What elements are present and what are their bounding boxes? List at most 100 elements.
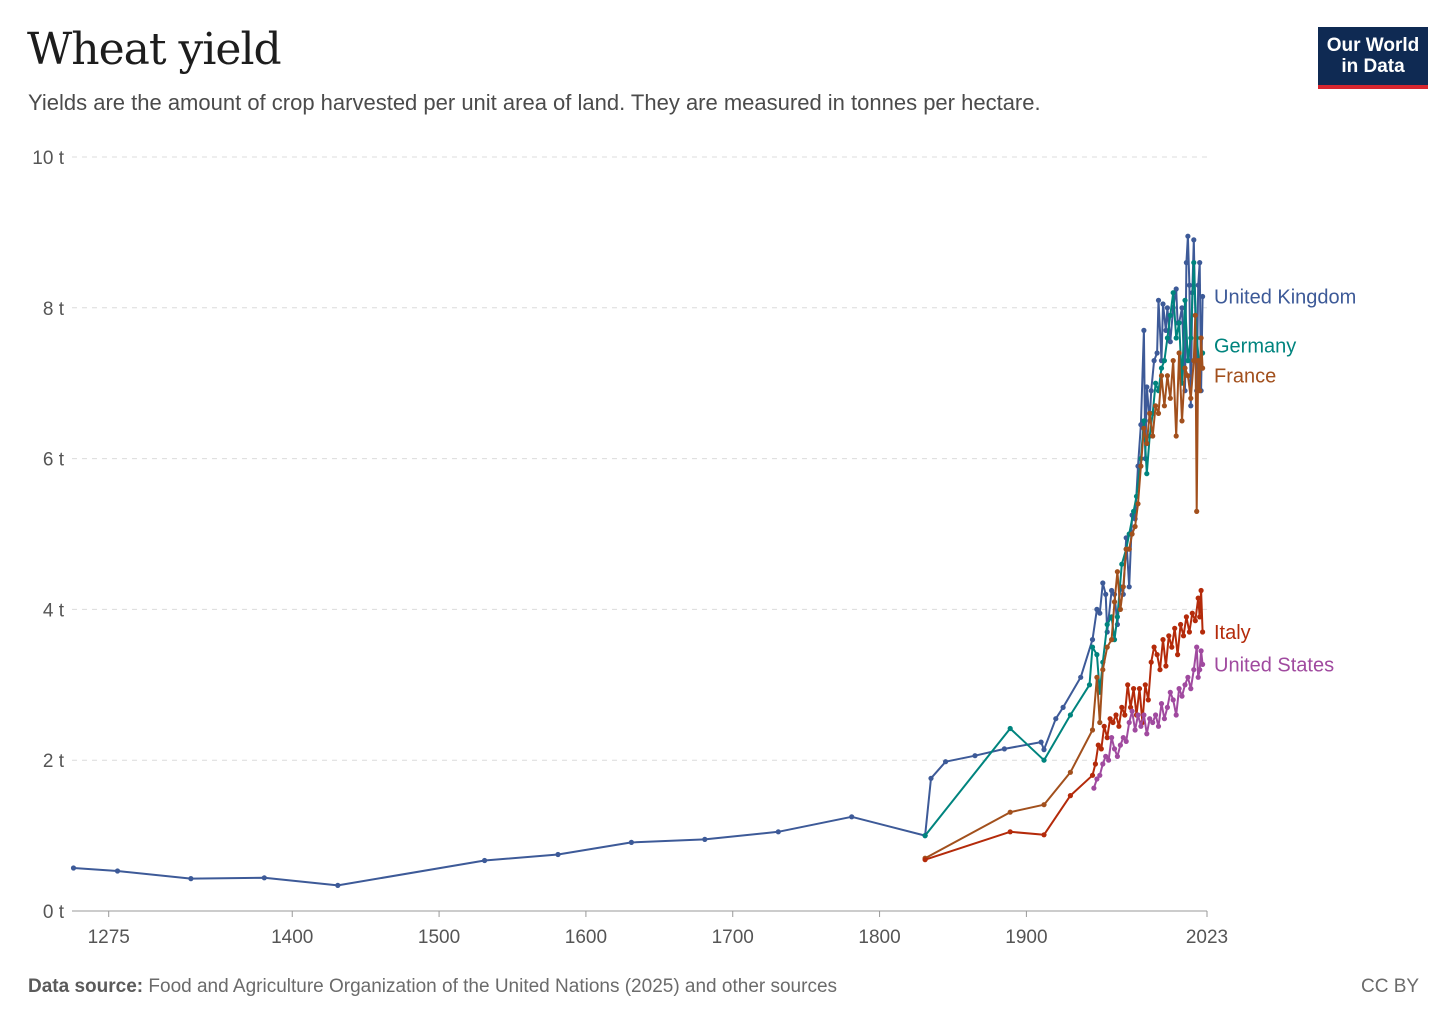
data-point[interactable] <box>1148 659 1154 665</box>
data-point[interactable] <box>1197 614 1203 620</box>
data-point[interactable] <box>1197 260 1203 266</box>
data-point[interactable] <box>1200 293 1206 300</box>
data-point[interactable] <box>1007 829 1013 835</box>
data-point[interactable] <box>1097 610 1103 616</box>
series-labels[interactable]: United Kingdom Germany France Italy United S… <box>1214 286 1356 676</box>
data-point[interactable] <box>1175 652 1181 658</box>
data-point[interactable] <box>1167 395 1173 401</box>
data-point[interactable] <box>1041 832 1047 838</box>
data-point[interactable] <box>1194 644 1200 650</box>
data-point[interactable] <box>1192 312 1198 318</box>
data-point[interactable] <box>1167 312 1173 318</box>
data-point[interactable] <box>972 753 978 759</box>
data-point[interactable] <box>1154 652 1160 658</box>
data-point[interactable] <box>1103 591 1109 597</box>
data-point[interactable] <box>1089 727 1096 733</box>
data-point[interactable] <box>1153 712 1159 718</box>
data-point[interactable] <box>1161 403 1167 409</box>
data-point[interactable] <box>1104 644 1110 650</box>
data-point[interactable] <box>1183 614 1189 620</box>
data-point[interactable] <box>1129 708 1135 714</box>
data-point[interactable] <box>1198 587 1204 594</box>
data-point[interactable] <box>1188 395 1194 401</box>
data-point[interactable] <box>1200 365 1206 371</box>
series-label-france[interactable]: France <box>1214 366 1276 388</box>
data-point[interactable] <box>1141 327 1147 333</box>
data-point[interactable] <box>943 759 949 765</box>
data-point[interactable] <box>1114 614 1120 620</box>
data-point[interactable] <box>1169 644 1175 650</box>
data-point[interactable] <box>1158 701 1165 707</box>
data-point[interactable] <box>1164 335 1170 341</box>
data-point[interactable] <box>1191 358 1197 364</box>
data-point[interactable] <box>1116 723 1122 729</box>
data-point[interactable] <box>1154 350 1160 356</box>
data-point[interactable] <box>335 882 341 889</box>
data-point[interactable] <box>1200 629 1206 635</box>
data-point[interactable] <box>1086 682 1093 688</box>
data-point[interactable] <box>1185 358 1191 364</box>
data-point[interactable] <box>1111 599 1118 605</box>
data-point[interactable] <box>1189 610 1195 616</box>
data-point[interactable] <box>1197 667 1203 673</box>
data-point[interactable] <box>1147 410 1153 416</box>
series-line-united-kingdom[interactable] <box>73 235 1204 887</box>
data-point[interactable] <box>1173 335 1179 341</box>
data-point[interactable] <box>1194 508 1200 514</box>
data-point[interactable] <box>1144 384 1150 390</box>
data-point[interactable] <box>114 868 121 874</box>
data-point[interactable] <box>1120 735 1126 741</box>
data-point[interactable] <box>1129 531 1135 537</box>
data-point[interactable] <box>1067 769 1073 775</box>
data-point[interactable] <box>1185 373 1191 379</box>
data-point[interactable] <box>1180 633 1187 639</box>
data-point[interactable] <box>1191 237 1197 243</box>
data-point[interactable] <box>1097 772 1103 778</box>
data-point[interactable] <box>1186 629 1192 635</box>
data-point[interactable] <box>1147 716 1153 722</box>
data-point[interactable] <box>1144 731 1150 737</box>
data-point[interactable] <box>1141 418 1147 424</box>
data-point[interactable] <box>1170 290 1176 296</box>
data-point[interactable] <box>1145 697 1151 703</box>
data-point[interactable] <box>1142 682 1148 688</box>
data-point[interactable] <box>1188 403 1194 409</box>
data-point[interactable] <box>1157 667 1163 673</box>
series-line-france[interactable] <box>924 314 1204 860</box>
data-point[interactable] <box>1100 761 1106 767</box>
data-point[interactable] <box>1185 233 1191 239</box>
data-point[interactable] <box>1192 618 1198 624</box>
data-point[interactable] <box>1113 712 1119 718</box>
data-point[interactable] <box>1161 358 1167 364</box>
data-point[interactable] <box>1163 663 1169 669</box>
data-point[interactable] <box>1198 335 1204 341</box>
series-label-united-states[interactable]: United States <box>1214 654 1334 676</box>
data-point[interactable] <box>1173 286 1179 292</box>
data-point[interactable] <box>1001 746 1008 752</box>
data-point[interactable] <box>482 857 488 864</box>
data-point[interactable] <box>1097 719 1103 726</box>
data-point[interactable] <box>1148 388 1154 394</box>
data-point[interactable] <box>1060 704 1066 711</box>
data-point[interactable] <box>1117 742 1123 748</box>
license-link[interactable]: CC BY <box>1361 976 1420 997</box>
data-point[interactable] <box>1141 425 1147 431</box>
data-point[interactable] <box>1176 686 1182 692</box>
data-point[interactable] <box>1158 365 1165 371</box>
data-point[interactable] <box>1078 674 1084 680</box>
series-france[interactable] <box>922 312 1206 861</box>
data-point[interactable] <box>1166 633 1172 639</box>
data-point[interactable] <box>70 865 77 871</box>
data-point[interactable] <box>628 839 635 846</box>
data-point[interactable] <box>1094 674 1100 680</box>
data-point[interactable] <box>1136 686 1143 692</box>
data-point[interactable] <box>1191 260 1197 266</box>
data-point[interactable] <box>1176 350 1182 356</box>
data-point[interactable] <box>1110 719 1116 726</box>
data-point[interactable] <box>1164 373 1170 379</box>
data-point[interactable] <box>1091 785 1097 791</box>
data-point[interactable] <box>1135 712 1141 718</box>
data-point[interactable] <box>1188 335 1194 341</box>
series-line-germany[interactable] <box>924 261 1204 837</box>
series-label-italy[interactable]: Italy <box>1214 622 1251 644</box>
